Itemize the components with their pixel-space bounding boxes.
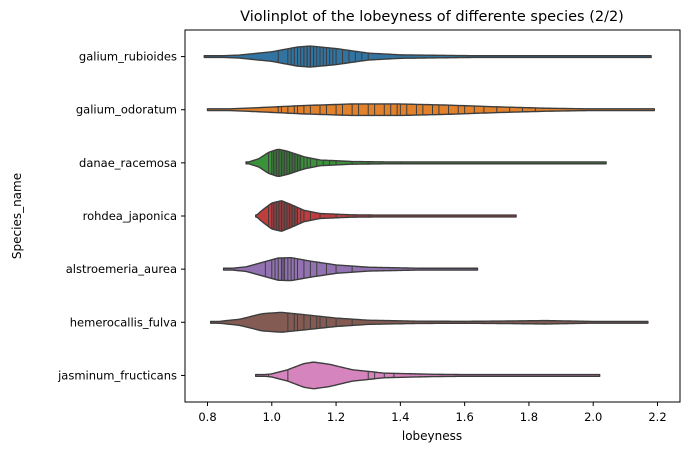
- violin-body: [203, 45, 652, 68]
- violin-galium_odoratum: [206, 103, 655, 117]
- x-tick-label: 1.4: [391, 410, 409, 424]
- x-axis-label: lobeyness: [402, 429, 462, 443]
- violin-rohdea_japonica: [255, 200, 517, 232]
- x-tick-label: 2.0: [584, 410, 602, 424]
- plot-area: [203, 45, 655, 390]
- y-axis-label: Species_name: [10, 173, 24, 259]
- x-tick-label: 1.0: [263, 410, 281, 424]
- y-tick-label: hemerocallis_fulva: [70, 315, 177, 329]
- x-tick-label: 2.2: [648, 410, 666, 424]
- violin-body: [210, 311, 649, 333]
- violin-alstroemeria_aurea: [222, 256, 479, 282]
- violin-body: [255, 361, 601, 390]
- violin-body: [245, 148, 607, 178]
- y-tick-label: alstroemeria_aurea: [66, 262, 177, 276]
- violin-galium_rubioides: [203, 45, 652, 68]
- x-tick-label: 1.6: [455, 410, 473, 424]
- violin-hemerocallis_fulva: [210, 311, 649, 333]
- violin-body: [222, 256, 479, 282]
- y-tick-label: galium_rubioides: [79, 50, 177, 64]
- y-tick-label: jasminum_fructicans: [57, 368, 177, 382]
- x-axis-ticks: 0.8 1.0 1.2 1.4 1.6 1.8 2.0 2.2: [198, 402, 667, 424]
- x-tick-label: 1.8: [520, 410, 538, 424]
- y-tick-label: rohdea_japonica: [83, 209, 177, 223]
- violin-danae_racemosa: [245, 148, 607, 178]
- violin-jasminum_fructicans: [255, 361, 601, 390]
- y-tick-label: galium_odoratum: [76, 103, 177, 117]
- y-tick-label: danae_racemosa: [79, 156, 177, 170]
- x-tick-label: 1.2: [327, 410, 345, 424]
- chart-title: Violinplot of the lobeyness of different…: [240, 9, 624, 25]
- y-axis-ticks: galium_rubioides galium_odoratum danae_rac…: [57, 50, 185, 382]
- x-tick-label: 0.8: [198, 410, 216, 424]
- violin-body: [206, 103, 655, 117]
- violin-body: [255, 200, 517, 232]
